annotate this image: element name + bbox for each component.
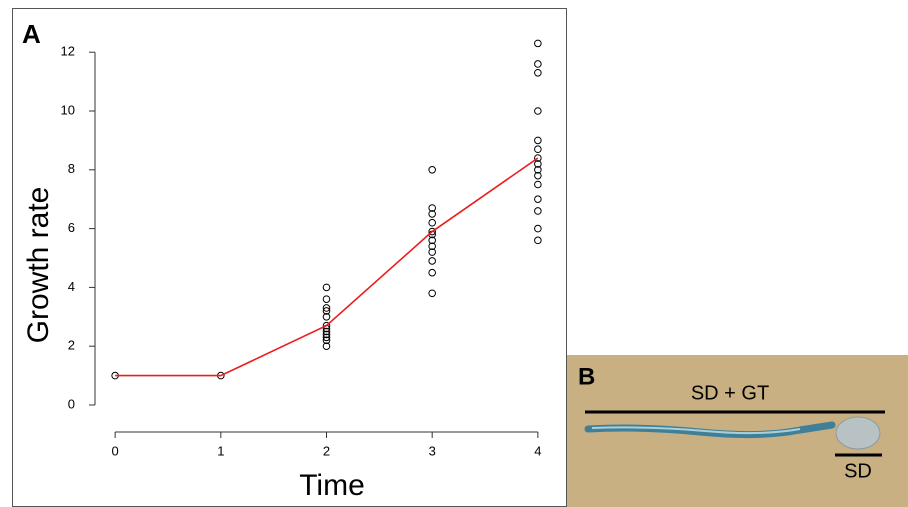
data-point xyxy=(428,257,436,265)
data-point xyxy=(428,242,436,251)
y-tick-label: 12 xyxy=(61,44,75,59)
data-point xyxy=(428,236,436,245)
panel-label: A xyxy=(22,19,41,49)
data-point xyxy=(322,330,331,339)
data-point xyxy=(534,145,542,154)
data-point xyxy=(534,195,542,203)
data-point xyxy=(428,210,436,218)
panel-b: B SD + GT SD xyxy=(567,355,908,507)
trend-line xyxy=(115,157,539,377)
data-point xyxy=(322,342,331,351)
x-tick-label: 4 xyxy=(534,443,541,458)
data-point xyxy=(428,289,436,298)
y-tick-label: 2 xyxy=(68,338,75,353)
data-point xyxy=(534,160,542,168)
x-axis-title: Time xyxy=(299,469,365,502)
sd-label: SD xyxy=(844,460,872,482)
data-point xyxy=(428,227,436,236)
y-axis-title: Growth rate xyxy=(22,187,55,344)
x-tick-label: 1 xyxy=(217,443,224,458)
data-point xyxy=(322,283,331,292)
data-point xyxy=(534,39,542,48)
data-point xyxy=(534,207,542,215)
data-point xyxy=(534,136,542,145)
data-point xyxy=(322,313,331,321)
data-point xyxy=(534,166,542,174)
panel-a-frame xyxy=(12,8,567,507)
data-point xyxy=(428,268,436,277)
data-point xyxy=(322,336,331,345)
data-point xyxy=(428,218,436,227)
x-tick-label: 2 xyxy=(323,443,330,458)
panel-label: B xyxy=(578,363,595,390)
data-point xyxy=(534,224,542,233)
data-point xyxy=(428,166,436,174)
data-point xyxy=(428,248,436,256)
sd-gt-label: SD + GT xyxy=(691,382,769,404)
hypha-highlight xyxy=(591,426,801,435)
data-point xyxy=(322,321,331,330)
x-tick-label: 0 xyxy=(112,443,119,458)
y-tick-label: 10 xyxy=(61,102,75,117)
data-point xyxy=(322,304,331,312)
data-point xyxy=(534,154,542,162)
y-tick-label: 4 xyxy=(68,279,75,294)
data-point xyxy=(322,327,331,336)
data-point xyxy=(322,333,331,342)
y-tick-label: 6 xyxy=(68,220,75,235)
data-point xyxy=(428,204,436,212)
x-tick-label: 3 xyxy=(429,443,436,458)
y-tick-label: 8 xyxy=(68,161,75,176)
data-point xyxy=(534,60,542,68)
data-point xyxy=(322,307,331,315)
data-point xyxy=(534,180,542,189)
data-point xyxy=(534,107,542,115)
data-point xyxy=(534,171,542,180)
data-point xyxy=(534,68,542,77)
spore xyxy=(835,416,881,450)
data-point xyxy=(534,236,542,245)
y-tick-label: 0 xyxy=(68,396,75,411)
data-point xyxy=(322,295,331,303)
